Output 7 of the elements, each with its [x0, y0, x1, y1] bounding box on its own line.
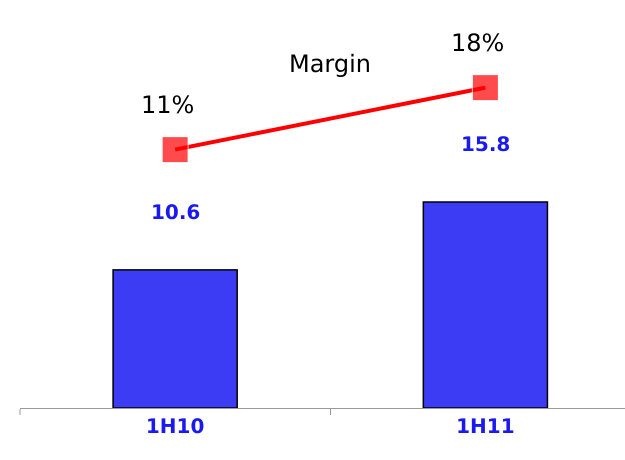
series-label: Margin [289, 50, 371, 78]
x-tick-label: 1H11 [456, 414, 515, 438]
data-label: 11% [141, 91, 194, 119]
data-label: 10.6 [151, 200, 200, 224]
data-label: 15.8 [461, 132, 510, 156]
data-label: 18% [451, 29, 504, 57]
x-tick-label: 1H10 [146, 414, 204, 438]
